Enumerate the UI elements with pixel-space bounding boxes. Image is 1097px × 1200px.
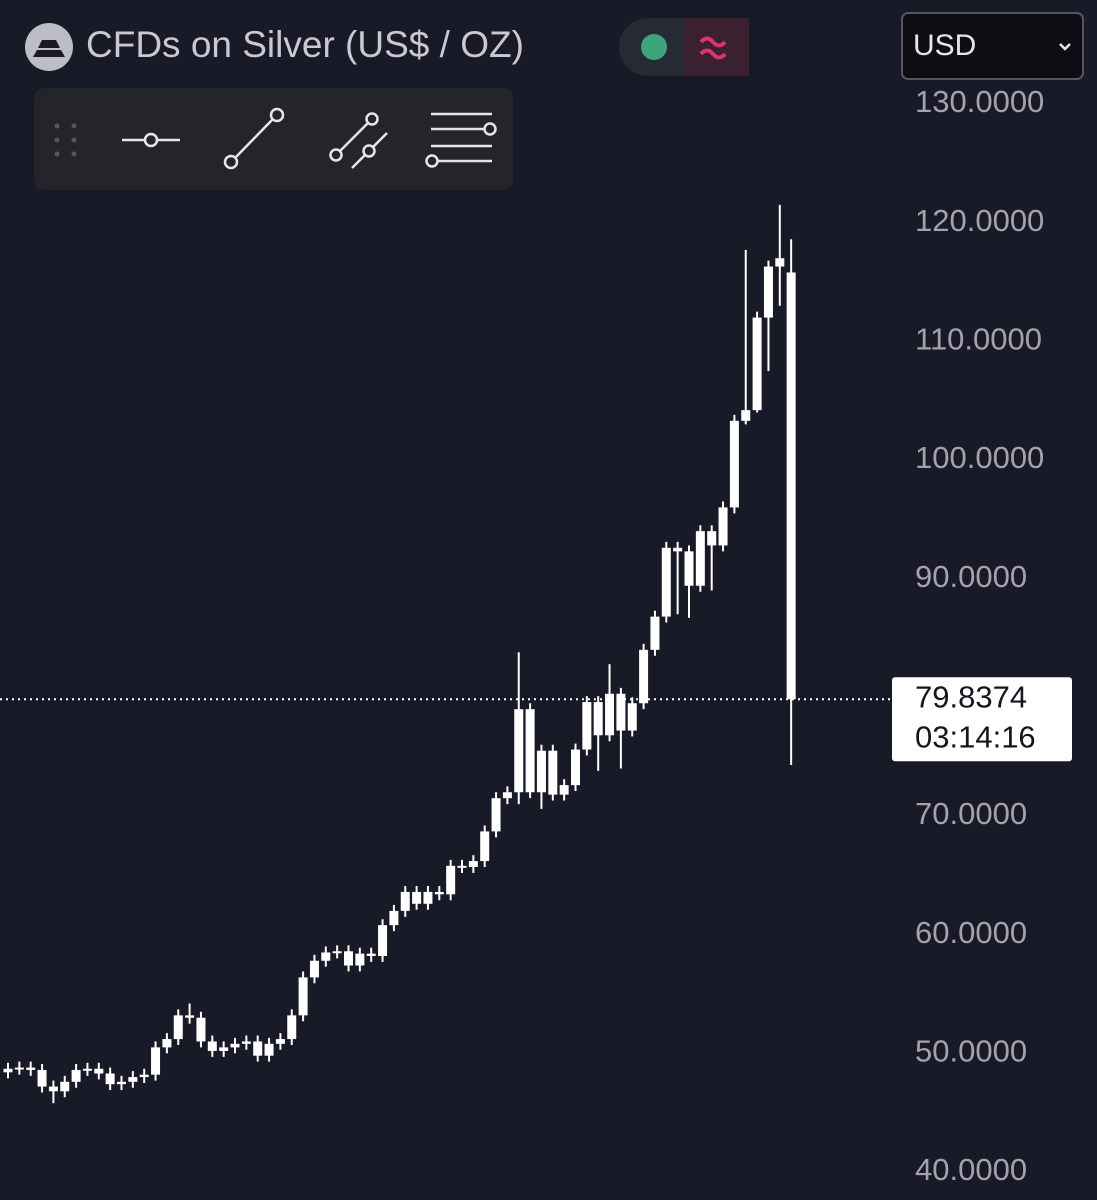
candle-body xyxy=(105,1073,115,1085)
drawing-toolbar xyxy=(34,88,513,190)
candle-body xyxy=(548,750,558,795)
currency-select[interactable] xyxy=(901,12,1084,80)
y-tick-label: 60.0000 xyxy=(915,915,1027,950)
countdown-label: 03:14:16 xyxy=(915,719,1036,754)
candle-body xyxy=(786,272,796,700)
candle-body xyxy=(82,1068,92,1071)
candle-body xyxy=(514,709,524,793)
candle-body xyxy=(684,551,694,586)
candle-body xyxy=(219,1047,229,1051)
candle-body xyxy=(14,1067,24,1070)
plot-area: 130.0000 120.0000 110.0000 100.0000 90.0000 7… xyxy=(0,84,1072,1187)
candle-body xyxy=(502,792,512,799)
tool-icons[interactable] xyxy=(122,107,497,170)
candle-body xyxy=(446,865,456,895)
candle-body xyxy=(287,1015,297,1040)
candle-body xyxy=(627,703,637,731)
candle-body xyxy=(378,925,388,957)
candle-body xyxy=(559,785,569,795)
candle-body xyxy=(309,960,319,978)
candle-body xyxy=(650,616,660,650)
candle-body xyxy=(729,420,739,508)
market-open-dot xyxy=(641,34,667,60)
silver-bars xyxy=(33,40,65,57)
candle-body xyxy=(763,266,773,318)
candle-body xyxy=(457,865,467,868)
candle-body xyxy=(412,891,422,904)
candle-body xyxy=(366,953,376,957)
candle-body xyxy=(639,649,649,704)
last-price-box xyxy=(892,677,1072,762)
candle-body xyxy=(752,317,762,411)
candle-body xyxy=(173,1015,183,1040)
candle-body xyxy=(321,952,331,961)
last-price-label: 79.8374 xyxy=(915,679,1027,714)
candle-body xyxy=(275,1039,285,1044)
candle-body xyxy=(673,547,683,552)
y-tick-label: 70.0000 xyxy=(915,796,1027,831)
delay-icon xyxy=(699,36,727,60)
candle-body xyxy=(94,1068,104,1074)
candle-body xyxy=(207,1041,217,1051)
candle-body xyxy=(741,410,751,421)
candle-body xyxy=(389,910,399,926)
candle-body xyxy=(616,693,626,731)
candle-body xyxy=(344,951,353,966)
candle-body xyxy=(593,702,603,736)
candle-body xyxy=(695,531,705,586)
candle-body xyxy=(117,1081,126,1085)
candle-body xyxy=(571,749,580,786)
candle-body xyxy=(332,951,342,954)
candle-body xyxy=(468,861,478,868)
currency-label: USD xyxy=(913,29,976,62)
candle-body xyxy=(230,1043,240,1048)
candle-body xyxy=(151,1047,161,1075)
y-tick-label: 110.0000 xyxy=(915,321,1042,356)
candle-body xyxy=(434,891,444,895)
candle-body xyxy=(525,709,535,793)
candle-body xyxy=(71,1069,81,1082)
candle-body xyxy=(355,953,365,966)
candle-body xyxy=(718,507,728,546)
candle-body xyxy=(196,1017,206,1042)
candle-body xyxy=(139,1074,149,1078)
y-tick-label: 130.0000 xyxy=(915,84,1044,119)
candle-body xyxy=(775,258,785,267)
candle-body xyxy=(162,1039,172,1048)
candle-body xyxy=(253,1041,263,1056)
candle-body xyxy=(298,977,308,1016)
y-tick-label: 120.0000 xyxy=(915,203,1044,238)
candle-body xyxy=(480,831,490,862)
y-tick-label: 50.0000 xyxy=(915,1034,1027,1069)
candle-body xyxy=(536,750,546,793)
candle-body xyxy=(3,1068,13,1073)
candle-body xyxy=(48,1086,58,1092)
candle-body xyxy=(491,798,501,832)
candle-body xyxy=(37,1069,47,1087)
candle-body xyxy=(185,1015,195,1018)
y-tick-label: 90.0000 xyxy=(915,559,1027,594)
candle-body xyxy=(128,1077,138,1082)
candle-body xyxy=(60,1081,70,1092)
candle-body xyxy=(264,1043,274,1056)
y-tick-label: 40.0000 xyxy=(915,1152,1027,1187)
candle-body xyxy=(241,1041,251,1044)
candle-body xyxy=(26,1067,36,1070)
y-tick-label: 100.0000 xyxy=(915,440,1044,475)
candle-body xyxy=(661,547,671,617)
candle-body xyxy=(707,531,717,546)
chevron xyxy=(1059,43,1071,51)
candle-body xyxy=(605,693,615,736)
drag-handle xyxy=(54,123,77,157)
candle-body xyxy=(400,891,410,911)
candle-body xyxy=(582,702,592,750)
candle-body xyxy=(423,891,433,904)
chart-title: CFDs on Silver (US$ / OZ) xyxy=(86,24,524,65)
